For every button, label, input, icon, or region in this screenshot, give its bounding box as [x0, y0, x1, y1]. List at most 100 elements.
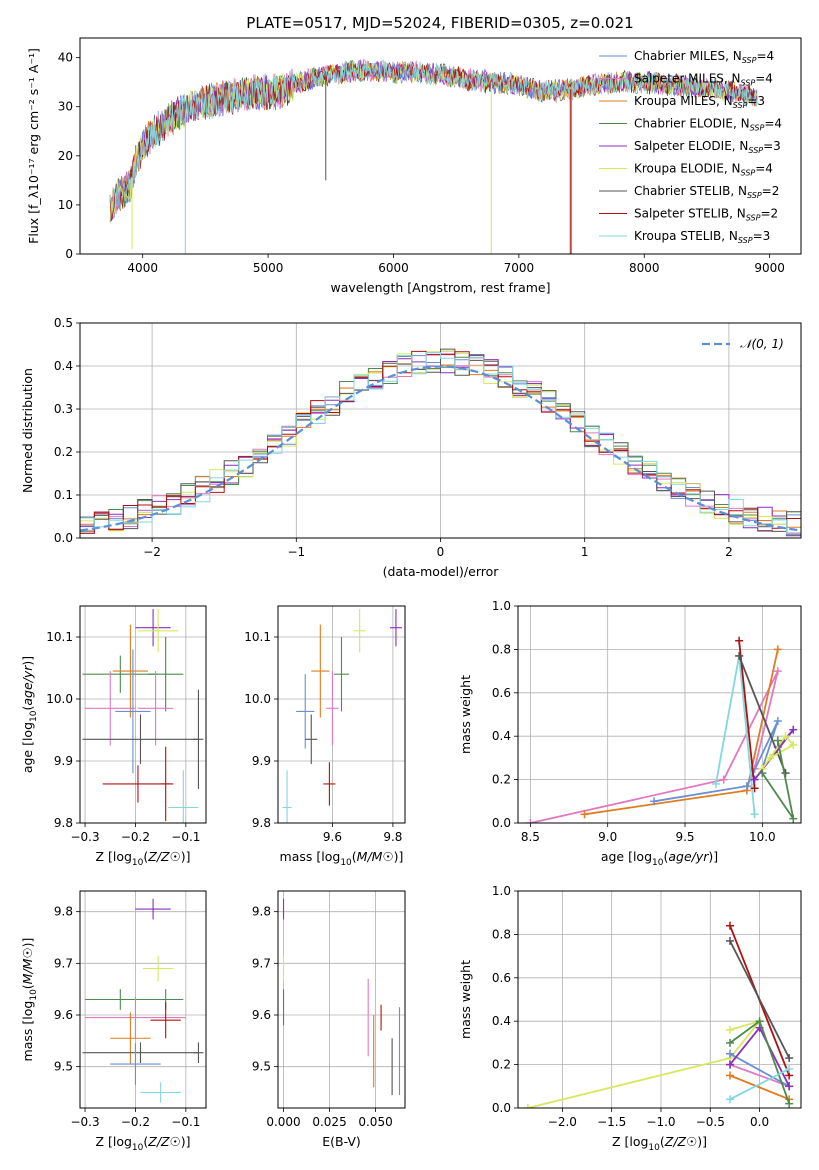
axes-frame [79, 605, 207, 824]
legend-label: Chabrier ELODIE, NSSP=4 [634, 117, 782, 133]
series-marker [580, 810, 589, 819]
x-tick-label: 9.5 [675, 830, 694, 844]
errorbar-point [326, 671, 339, 746]
y-tick-label: 0.2 [492, 1058, 511, 1072]
series-marker [742, 782, 751, 791]
x-tick-label: 9000 [754, 261, 785, 275]
series-marker [726, 1049, 735, 1058]
errorbar-point [305, 714, 318, 765]
chart-mass-weight-vs-z: −2.0 −1.5 −1.0 −0.5 0.0 0.0 0.2 0.4 0.6 0.8 1.0 Z [… [458, 884, 802, 1153]
series-marker [789, 740, 798, 749]
x-tick-label: 7000 [504, 261, 535, 275]
series-marker [726, 1025, 735, 1034]
y-tick-label: 0.5 [54, 316, 73, 330]
y-tick-label: 9.7 [252, 956, 271, 970]
errorbar-point [389, 609, 402, 647]
y-tick-label: 9.9 [54, 754, 73, 768]
x-tick-label: 0.000 [266, 1115, 300, 1129]
x-tick-label: −2.0 [548, 1115, 577, 1129]
errorbar-point [333, 637, 350, 712]
x-tick-label: 0.050 [358, 1115, 392, 1129]
y-axis-label: mass weight [458, 675, 473, 754]
y-tick-label: 0.4 [492, 729, 511, 743]
errorbar-point [150, 1002, 181, 1039]
series-marker [773, 736, 782, 745]
x-tick-label: 1 [581, 545, 589, 559]
errorbar-point [135, 609, 171, 647]
y-tick-label: 0.6 [492, 971, 511, 985]
series-line-salpeter_miles [530, 670, 779, 823]
y-tick-label: 0.4 [54, 359, 73, 373]
series-line-chabrier_miles [729, 1053, 790, 1088]
legend-label: Chabrier MILES, NSSP=4 [634, 49, 774, 65]
errorbar-point [296, 674, 315, 749]
errorbar-point [323, 762, 336, 806]
y-axis-label: mass [log10(M/M☉)] [20, 938, 39, 1062]
errorbar-point [85, 989, 156, 1010]
histogram-kroupa_stelib [80, 352, 801, 535]
x-tick-label: 0.0 [750, 1115, 769, 1129]
errorbar-point [353, 609, 366, 653]
y-tick-label: 10.1 [46, 630, 73, 644]
errorbar-point [82, 714, 199, 765]
errorbar-point [85, 996, 186, 1039]
y-tick-label: 10.1 [244, 630, 271, 644]
y-tick-label: 0.0 [492, 1101, 511, 1115]
x-tick-label: −0.3 [70, 1115, 99, 1129]
series-marker [758, 769, 767, 778]
series-marker [750, 810, 759, 819]
x-tick-label: 9.8 [383, 830, 402, 844]
chart-mass-vs-z: −0.3 −0.2 −0.1 9.5 9.6 9.7 9.8 Z [log10(Z/Z☉)] m… [20, 890, 207, 1153]
chart-mass-weight-vs-age: 8.5 9.0 9.5 10.0 0.0 0.2 0.4 0.6 0.8 1.0 age [log1… [458, 599, 802, 868]
series-marker [755, 1017, 764, 1026]
x-tick-label: −1.0 [646, 1115, 675, 1129]
x-tick-label: −0.5 [696, 1115, 725, 1129]
x-tick-label: −1 [287, 545, 305, 559]
series-marker [726, 1038, 735, 1047]
figure-title: PLATE=0517, MJD=52024, FIBERID=0305, z=0… [246, 14, 633, 32]
y-tick-label: 10.0 [46, 692, 73, 706]
legend-label: Salpeter STELIB, NSSP=2 [634, 207, 778, 223]
y-tick-label: 0.6 [492, 686, 511, 700]
errorbar-point [82, 1042, 199, 1064]
series-marker [785, 1082, 794, 1091]
plot-area [82, 609, 204, 823]
errorbar-point [82, 655, 159, 693]
y-tick-label: 9.6 [252, 1008, 271, 1022]
series-marker [523, 1104, 532, 1108]
series-marker [719, 775, 728, 784]
x-tick-label: −0.1 [171, 1115, 200, 1129]
y-tick-label: 9.8 [252, 816, 271, 830]
errorbar-point [143, 955, 174, 982]
legend-label: Salpeter ELODIE, NSSP=3 [634, 139, 781, 155]
series-marker [726, 1095, 735, 1104]
normal-curve [80, 365, 801, 532]
plot-area [523, 921, 794, 1108]
y-tick-label: 0.0 [492, 816, 511, 830]
x-tick-label: 6000 [378, 261, 409, 275]
y-tick-label: 0.0 [54, 531, 73, 545]
legend-label: Kroupa MILES, NSSP=3 [634, 94, 765, 110]
series-marker [726, 921, 735, 930]
y-axis-label: mass weight [458, 960, 473, 1039]
series-marker [773, 717, 782, 726]
errorbar-point [110, 1012, 151, 1065]
y-tick-label: 0.2 [492, 773, 511, 787]
series-marker [735, 651, 744, 660]
chart-age-vs-mass: 9.6 9.8 9.8 9.9 10.0 10.1 mass [log10(M/M☉)] [244, 605, 406, 868]
y-tick-label: 0.8 [492, 927, 511, 941]
x-tick-label: 9.0 [598, 830, 617, 844]
axes-frame [277, 890, 406, 1109]
errorbar-point [115, 649, 151, 774]
series-line-salpeter_stelib [738, 640, 756, 789]
spectrum-line-kroupa_stelib [109, 58, 758, 211]
y-tick-label: 0.8 [492, 642, 511, 656]
errorbar-point [140, 1082, 181, 1103]
legend-label: 𝒩(0, 1) [740, 337, 784, 351]
legend-label: Salpeter MILES, NSSP=4 [634, 72, 773, 88]
series-line-kroupa_miles [729, 1074, 790, 1101]
x-axis-label: Z [log10(Z/Z☉)] [612, 1134, 707, 1153]
legend-label: Kroupa STELIB, NSSP=3 [634, 229, 770, 245]
x-tick-label: −0.1 [171, 830, 200, 844]
